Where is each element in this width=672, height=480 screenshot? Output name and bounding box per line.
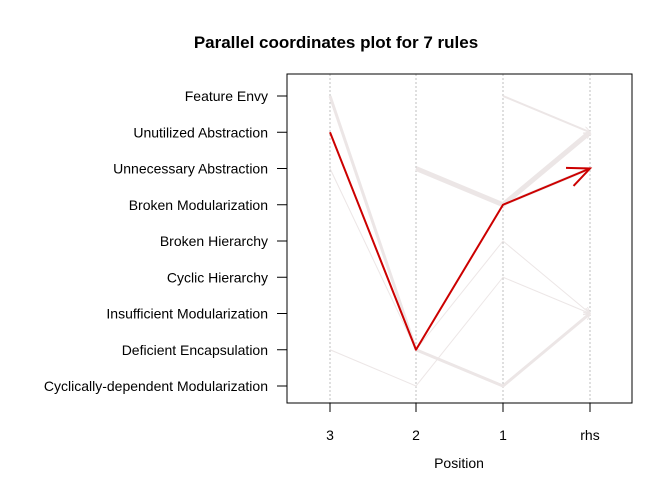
x-axis: 3 2 1 rhs — [326, 403, 600, 443]
rule-line-3 — [502, 95, 590, 132]
chart-title: Parallel coordinates plot for 7 rules — [194, 33, 478, 52]
x-tick-label: rhs — [580, 427, 599, 443]
x-axis-title: Position — [434, 455, 484, 471]
y-axis: Feature Envy Unutilized Abstraction Unnece… — [44, 88, 287, 394]
highlighted-rule — [329, 131, 593, 351]
y-tick-label: Feature Envy — [185, 88, 268, 104]
y-tick-label: Insufficient Modularization — [106, 306, 268, 322]
x-tick-label: 1 — [499, 427, 507, 443]
grid-lines — [329, 74, 591, 403]
highlighted-rule-line — [329, 131, 591, 351]
y-tick-label: Unutilized Abstraction — [133, 124, 268, 140]
x-tick-label: 2 — [412, 427, 420, 443]
rule-lines — [328, 95, 590, 388]
highlighted-rule-arrowhead — [565, 166, 593, 187]
rule-line-4 — [329, 168, 590, 351]
y-tick-label: Cyclically-dependent Modularization — [44, 378, 268, 394]
y-tick-label: Unnecessary Abstraction — [113, 161, 268, 177]
rule-line-5 — [329, 276, 590, 387]
y-tick-label: Broken Hierarchy — [160, 233, 268, 249]
x-tick-label: 3 — [326, 427, 334, 443]
y-tick-label: Cyclic Hierarchy — [167, 269, 268, 285]
y-tick-label: Broken Modularization — [129, 197, 268, 213]
y-tick-label: Deficient Encapsulation — [122, 342, 268, 358]
plot-border — [286, 73, 633, 404]
rule-line-2 — [328, 95, 590, 388]
